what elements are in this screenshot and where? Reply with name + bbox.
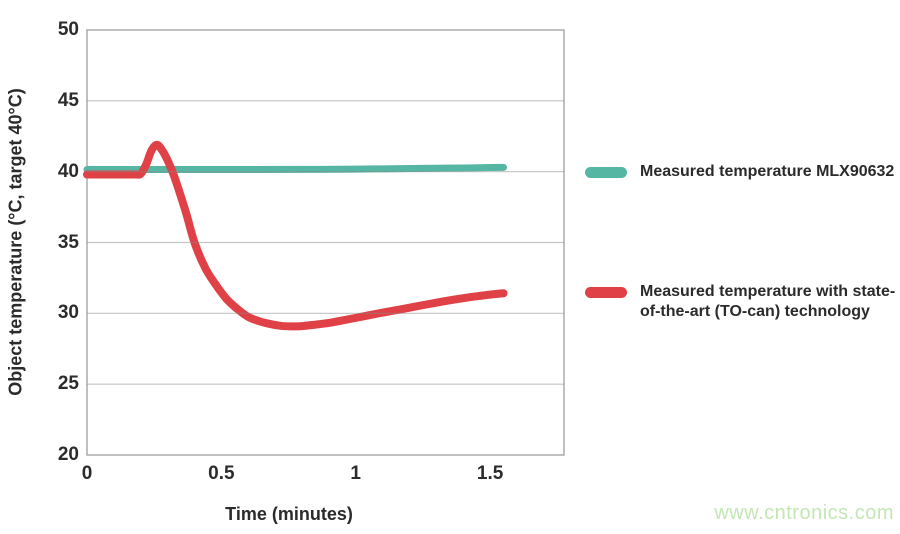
series-line-0 [83,163,508,174]
watermark-text: www.cntronics.com [714,502,894,524]
legend-swatch-teal [585,167,627,178]
legend-label-line: Measured temperature with state- [640,283,896,300]
legend-label: Measured temperature with state- of-the-… [640,282,895,322]
legend-swatch-red [585,287,627,298]
y-tick-label: 50 [57,19,79,40]
y-tick-label: 20 [57,444,79,465]
series-line-1 [83,140,508,331]
y-tick-label: 35 [57,231,79,253]
legend-label-line: Measured temperature MLX90632 [640,163,895,180]
x-tick-label: 0 [81,463,93,484]
x-axis-title: Time (minutes) [225,504,353,524]
x-tick-label: 0.5 [208,463,235,484]
x-tick-label: 1.5 [476,463,504,484]
x-tick-label: 1 [350,463,361,484]
y-tick-label: 45 [57,89,79,111]
legend-entry-mlx90632: Measured temperature MLX90632 [585,163,894,182]
y-tick-label: 40 [57,160,79,182]
legend-label-line: of-the-art (TO-can) technology [640,303,870,320]
legend-entry-to-can: Measured temperature with state- of-the-… [585,283,895,322]
y-tick-label: 30 [57,302,79,324]
y-axis-title-text: Object temperature (°C, target 40°C) [5,88,26,396]
legend-label: Measured temperature MLX90632 [640,162,894,182]
y-tick-label: 25 [57,373,79,395]
